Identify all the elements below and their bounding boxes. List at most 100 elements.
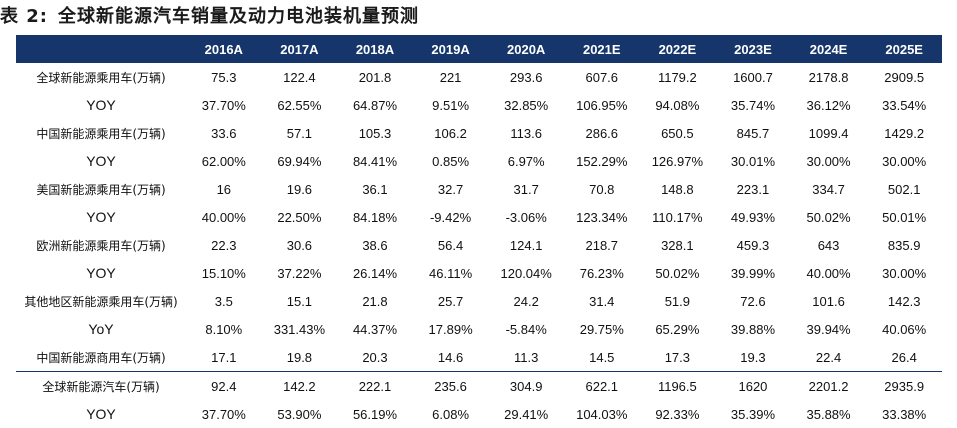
value-cell: 17.1 [211, 349, 237, 365]
yoy-row-label: YOY [86, 97, 116, 113]
value-cell: 201.8 [358, 69, 392, 85]
value-cell: 328.1 [661, 237, 694, 253]
value-cell: 92.4 [186, 371, 262, 400]
yoy-cell: 39.88% [730, 321, 775, 337]
table-row: YOY 62.00% 69.94% 84.41% 0.85% 6.97% 152.29% 12… [16, 147, 942, 175]
value-cell: 1196.5 [639, 371, 716, 400]
value-cell: 33.6 [211, 125, 237, 141]
value-cell: 21.8 [362, 293, 388, 309]
yoy-cell: 40.00% [806, 265, 851, 281]
yoy-cell: 106.95% [576, 97, 628, 113]
yoy-row-label: YoY [88, 321, 114, 337]
yoy-cell: 33.38% [882, 406, 927, 422]
value-cell: 1429.2 [884, 125, 925, 141]
table-number: 表 2: [0, 6, 48, 27]
yoy-cell: 35.74% [730, 97, 775, 113]
yoy-row-label: YOY [86, 406, 116, 422]
header-year: 2018A [355, 41, 395, 57]
value-cell: 16 [216, 181, 232, 197]
value-cell: 286.6 [585, 125, 619, 141]
table-row: 中国新能源乘用车(万辆) 33.6 57.1 105.3 106.2 113.6 286.6… [16, 119, 942, 147]
value-cell: 56.4 [437, 237, 464, 253]
yoy-cell: 64.87% [352, 97, 398, 113]
value-cell: 3.5 [214, 293, 233, 309]
value-cell: 19.6 [286, 181, 313, 197]
yoy-cell: 36.12% [806, 97, 851, 113]
value-cell: 223.1 [736, 181, 770, 197]
value-cell: 30.6 [286, 237, 313, 253]
yoy-cell: 29.75% [579, 321, 624, 337]
yoy-cell: 65.29% [655, 321, 700, 337]
header-year: 2024E [809, 41, 848, 57]
value-cell: 1099.4 [808, 125, 849, 141]
value-cell: 51.9 [664, 293, 691, 309]
yoy-row-label: YOY [86, 153, 116, 169]
value-cell: 36.1 [362, 181, 388, 197]
table-row: YOY 37.70% 62.55% 64.87% 9.51% 32.85% 106.95% 9… [16, 91, 942, 119]
yoy-cell: 30.00% [882, 265, 927, 281]
yoy-cell: 50.02% [806, 209, 851, 225]
yoy-cell: 40.00% [201, 209, 246, 225]
row-label: 其他地区新能源乘用车(万辆) [24, 294, 178, 309]
yoy-cell: 32.85% [504, 97, 549, 113]
yoy-row-label: YOY [86, 209, 116, 225]
yoy-cell: 62.00% [201, 153, 246, 169]
yoy-cell: 104.03% [576, 406, 628, 422]
value-cell: 293.6 [509, 69, 543, 85]
value-cell: 235.6 [412, 371, 489, 400]
row-label: 中国新能源商用车(万辆) [36, 350, 166, 365]
value-cell: 22.3 [211, 237, 237, 253]
yoy-cell: 94.08% [655, 97, 700, 113]
table-title: 表 2: 全球新能源汽车销量及动力电池装机量预测 [0, 2, 419, 32]
header-year: 2023E [734, 41, 772, 57]
value-cell: 106.2 [434, 125, 467, 141]
yoy-cell: 29.41% [504, 406, 549, 422]
yoy-cell: 35.39% [730, 406, 775, 422]
value-cell: 459.3 [736, 237, 770, 253]
yoy-cell: 40.06% [882, 321, 927, 337]
yoy-cell: 17.89% [428, 321, 473, 337]
table-row: YOY 15.10% 37.22% 26.14% 46.11% 120.04% 76.23%… [16, 259, 942, 287]
table-row: 美国新能源乘用车(万辆) 16 19.6 36.1 32.7 31.7 70.8 148.8 2… [16, 175, 942, 203]
table-row: 全球新能源乘用车(万辆) 75.3 122.4 201.8 221 293.6 607.6 1… [16, 63, 942, 91]
row-label: 美国新能源乘用车(万辆) [36, 182, 166, 197]
value-cell: 835.9 [887, 237, 921, 253]
table-row: YoY 8.10% 331.43% 44.37% 17.89% -5.84% 29.75% 6… [16, 315, 942, 343]
value-cell: 650.5 [661, 125, 694, 141]
yoy-cell: 26.14% [352, 265, 398, 281]
header-corner-cell [16, 35, 186, 63]
header-year: 2017A [280, 41, 319, 57]
table-row: 全球新能源汽车(万辆) 92.4 142.2 222.1 235.6 304.9 622.1… [16, 371, 942, 400]
value-cell: 2178.8 [808, 69, 849, 85]
value-cell: 75.3 [211, 69, 237, 85]
value-cell: 22.4 [815, 349, 842, 365]
header-year: 2016A [204, 41, 243, 57]
yoy-cell: 6.97% [507, 153, 545, 169]
value-cell: 19.3 [740, 349, 766, 365]
value-cell: 221 [439, 69, 462, 85]
row-label: 中国新能源乘用车(万辆) [36, 126, 166, 141]
yoy-cell: 92.33% [655, 406, 700, 422]
yoy-cell: 120.04% [500, 265, 552, 281]
value-cell: 222.1 [337, 371, 413, 400]
header-year: 2025E [885, 41, 923, 57]
yoy-cell: 39.99% [730, 265, 775, 281]
yoy-cell: 62.55% [277, 97, 322, 113]
yoy-cell: 8.10% [205, 321, 243, 337]
value-cell: 11.3 [514, 349, 539, 365]
row-label: 全球新能源乘用车(万辆) [36, 70, 166, 85]
yoy-row-label: YOY [86, 265, 116, 281]
value-cell: 845.7 [736, 125, 770, 141]
value-cell: 15.1 [286, 293, 313, 309]
value-cell: 17.3 [664, 349, 691, 365]
value-cell: 19.8 [286, 349, 313, 365]
value-cell: 31.7 [513, 181, 539, 197]
yoy-cell: 53.90% [277, 406, 322, 422]
value-cell: 1600.7 [733, 69, 773, 85]
yoy-cell: 37.22% [277, 265, 322, 281]
value-cell: 1620 [715, 371, 791, 400]
yoy-cell: 37.70% [201, 406, 246, 422]
yoy-cell: 30.01% [730, 153, 775, 169]
yoy-cell: 50.01% [882, 209, 927, 225]
value-cell: 26.4 [891, 349, 917, 365]
